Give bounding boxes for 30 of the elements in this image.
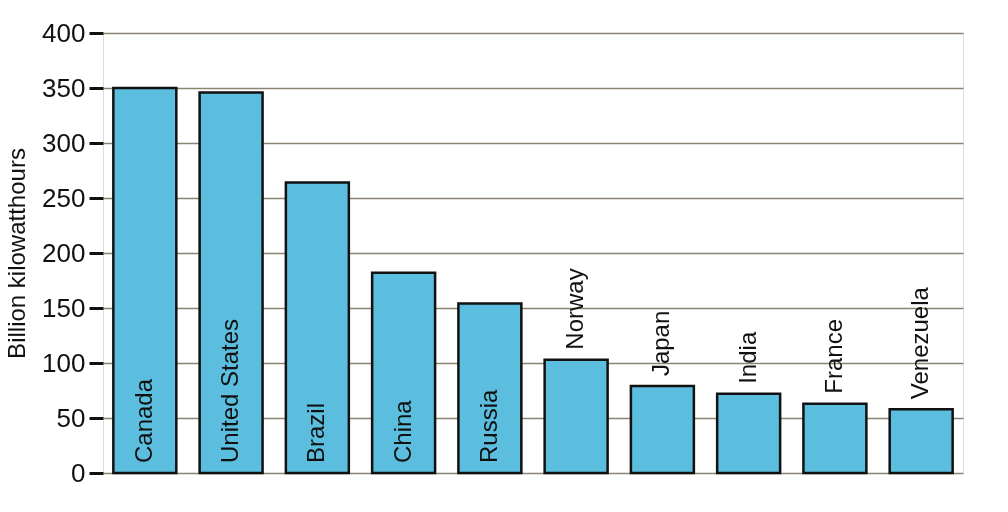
bar (370, 271, 437, 475)
x-tick-label: Venezuela (906, 286, 934, 400)
y-tick-label: 50 (56, 402, 86, 433)
y-tick-label: 150 (42, 292, 86, 323)
x-tick-label: Japan (647, 310, 675, 377)
y-tick-label: 250 (42, 182, 86, 213)
x-tick-label: Norway (561, 268, 589, 350)
bar (112, 86, 178, 475)
bar (888, 407, 954, 475)
x-tick-label: India (733, 331, 761, 384)
y-tick-label: 400 (42, 17, 86, 48)
x-tick-label: Russia (474, 388, 502, 463)
x-tick-label: Brazil (302, 402, 330, 463)
bar (543, 358, 609, 475)
y-tick-label: 0 (71, 457, 86, 488)
x-tick-label: China (388, 399, 416, 463)
x-tick-label: Canada (129, 378, 157, 463)
y-tick-label: 300 (42, 127, 86, 158)
y-tick-label: 200 (42, 237, 86, 268)
bar (284, 181, 351, 475)
bar (715, 392, 782, 475)
bar (629, 384, 696, 475)
x-tick-label: United States (216, 318, 244, 463)
x-tick-label: France (819, 319, 847, 394)
bar (802, 402, 868, 475)
y-tick-label: 350 (42, 72, 86, 103)
y-axis-title: Billion kilowatthours (3, 148, 31, 359)
y-tick-label: 100 (42, 347, 86, 378)
bar (457, 302, 523, 475)
bar (198, 91, 264, 475)
